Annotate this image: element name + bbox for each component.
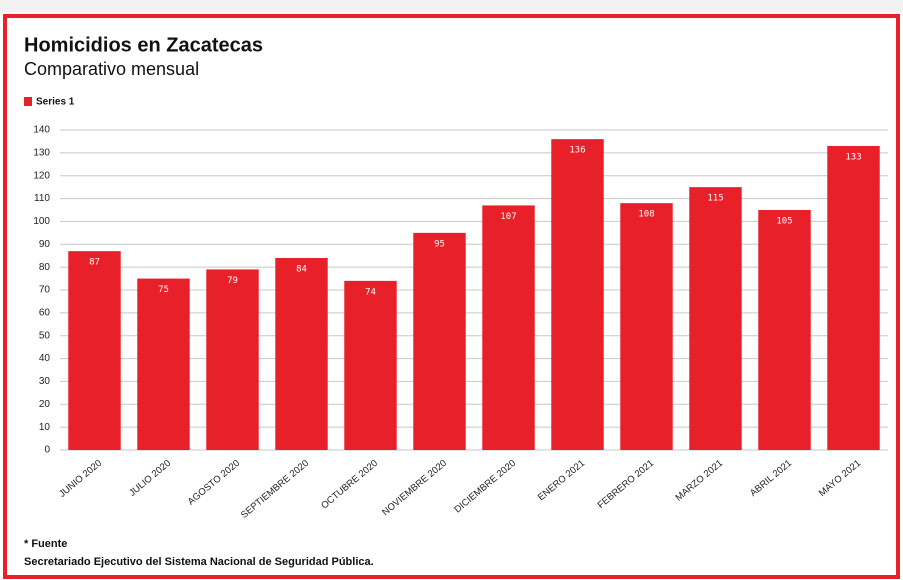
bar xyxy=(827,146,880,450)
value-label: 108 xyxy=(638,210,654,220)
bar xyxy=(275,258,328,450)
legend-swatch xyxy=(24,97,32,106)
bar xyxy=(68,251,121,450)
value-label: 107 xyxy=(500,212,516,222)
y-tick-label: 140 xyxy=(33,125,50,136)
y-tick-label: 90 xyxy=(39,239,51,250)
value-label: 79 xyxy=(227,276,238,286)
bar xyxy=(482,205,535,450)
y-tick-label: 40 xyxy=(39,353,51,364)
value-label: 105 xyxy=(776,217,792,227)
chart-title: Homicidios en Zacatecas xyxy=(24,34,263,56)
value-label: 75 xyxy=(158,285,169,295)
y-tick-label: 10 xyxy=(39,422,51,433)
value-label: 136 xyxy=(569,146,585,156)
bar xyxy=(206,269,259,450)
y-tick-label: 60 xyxy=(39,307,51,318)
bar xyxy=(620,203,673,450)
top-band xyxy=(0,0,903,12)
value-label: 133 xyxy=(845,153,861,163)
y-tick-label: 30 xyxy=(39,376,51,387)
y-tick-label: 80 xyxy=(39,262,51,273)
chart-subtitle: Comparativo mensual xyxy=(24,59,199,79)
y-tick-label: 70 xyxy=(39,285,51,296)
value-label: 87 xyxy=(89,258,100,268)
bar xyxy=(344,280,397,450)
legend-label: Series 1 xyxy=(36,97,75,108)
y-tick-label: 0 xyxy=(44,445,50,456)
bar xyxy=(413,232,466,450)
y-tick-label: 50 xyxy=(39,330,51,341)
y-tick-label: 110 xyxy=(34,193,50,204)
y-tick-label: 20 xyxy=(39,399,51,410)
source: Secretariado Ejecutivo del Sistema Nacio… xyxy=(24,556,374,568)
bar xyxy=(137,278,190,450)
source-label: * Fuente xyxy=(24,538,67,550)
y-tick-label: 100 xyxy=(33,216,50,227)
y-tick-label: 130 xyxy=(33,147,50,158)
y-tick-label: 120 xyxy=(33,170,50,181)
bar xyxy=(758,210,811,450)
bar xyxy=(689,187,742,450)
bar xyxy=(551,139,604,450)
value-label: 74 xyxy=(365,287,376,297)
value-label: 95 xyxy=(434,239,445,249)
value-label: 84 xyxy=(296,265,307,275)
value-label: 115 xyxy=(707,194,723,204)
